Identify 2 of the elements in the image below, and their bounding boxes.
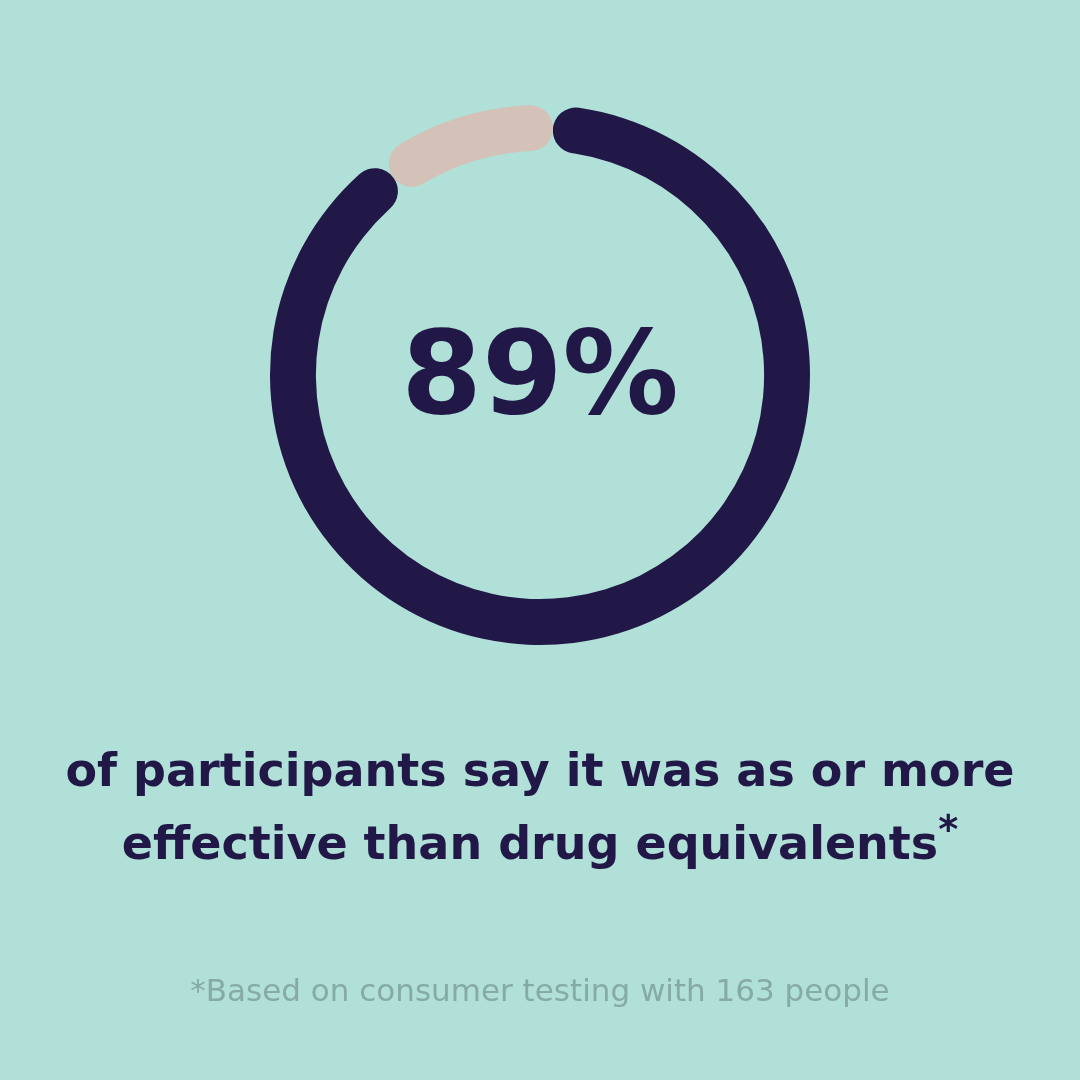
data-label: 89% [401,305,679,441]
text: of participants say it was as or more effective than drug equivalents$^{*}$ [64,742,1016,873]
